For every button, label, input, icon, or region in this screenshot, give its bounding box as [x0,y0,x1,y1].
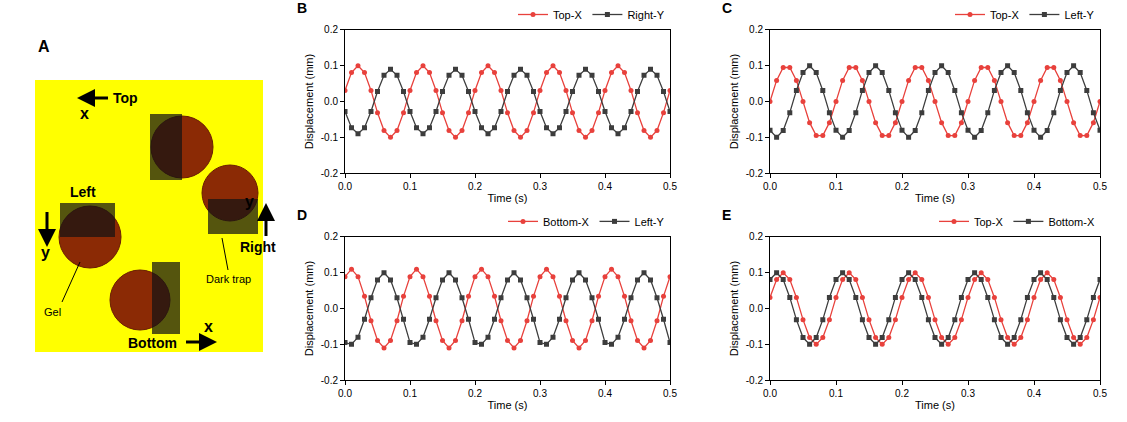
svg-text:x: x [204,318,213,335]
svg-text:0.0: 0.0 [763,181,777,192]
svg-text:y: y [41,244,50,261]
svg-text:Bottom: Bottom [128,335,177,351]
svg-text:Right-Y: Right-Y [627,9,664,21]
svg-text:-0.2: -0.2 [746,168,764,179]
svg-text:Time (s): Time (s) [488,399,528,411]
svg-text:0.3: 0.3 [961,388,975,399]
svg-text:Displacement (mm): Displacement (mm) [728,54,740,149]
svg-text:Bottom-X: Bottom-X [1048,216,1095,228]
svg-text:0.0: 0.0 [749,96,763,107]
svg-text:0.1: 0.1 [829,181,843,192]
svg-text:D: D [297,207,307,223]
svg-text:0.0: 0.0 [338,181,352,192]
svg-text:0.1: 0.1 [749,60,763,71]
svg-text:Left-Y: Left-Y [635,216,665,228]
svg-text:0.1: 0.1 [403,181,417,192]
svg-text:x: x [80,105,89,122]
svg-text:0.2: 0.2 [895,388,909,399]
svg-text:0.0: 0.0 [763,388,777,399]
svg-text:0.3: 0.3 [533,388,547,399]
svg-text:Left: Left [70,184,96,200]
svg-text:Time (s): Time (s) [488,192,528,204]
svg-text:-0.1: -0.1 [746,339,764,350]
svg-text:Displacement (mm): Displacement (mm) [303,261,315,356]
svg-text:0.2: 0.2 [749,231,763,242]
svg-text:0.1: 0.1 [324,60,338,71]
svg-text:-0.1: -0.1 [321,339,339,350]
svg-text:0.2: 0.2 [324,24,338,35]
svg-text:-0.2: -0.2 [321,375,339,386]
svg-text:0.0: 0.0 [749,303,763,314]
svg-text:0.2: 0.2 [468,388,482,399]
svg-text:Top-X: Top-X [553,9,582,21]
svg-text:0.5: 0.5 [1093,388,1107,399]
svg-text:-0.1: -0.1 [321,132,339,143]
svg-text:-0.2: -0.2 [746,375,764,386]
svg-text:Left-Y: Left-Y [1064,9,1094,21]
svg-text:A: A [38,38,50,55]
svg-text:0.0: 0.0 [324,96,338,107]
svg-text:0.2: 0.2 [895,181,909,192]
svg-text:C: C [722,0,732,16]
svg-text:0.4: 0.4 [1027,388,1041,399]
svg-text:Top-X: Top-X [974,216,1003,228]
svg-text:-0.2: -0.2 [321,168,339,179]
svg-text:0.1: 0.1 [749,267,763,278]
svg-text:Time (s): Time (s) [915,399,955,411]
svg-text:0.0: 0.0 [324,303,338,314]
svg-text:Displacement (mm): Displacement (mm) [303,54,315,149]
svg-text:0.2: 0.2 [324,231,338,242]
svg-text:0.5: 0.5 [663,181,677,192]
svg-text:0.0: 0.0 [338,388,352,399]
svg-text:Gel: Gel [44,306,61,318]
svg-text:Dark trap: Dark trap [206,273,251,285]
svg-text:Displacement (mm): Displacement (mm) [728,261,740,356]
svg-text:Top-X: Top-X [990,9,1019,21]
svg-text:0.1: 0.1 [403,388,417,399]
svg-text:Right: Right [240,239,276,255]
svg-text:0.1: 0.1 [324,267,338,278]
svg-text:0.4: 0.4 [598,181,612,192]
svg-text:Time (s): Time (s) [915,192,955,204]
svg-text:0.5: 0.5 [663,388,677,399]
svg-text:Top: Top [113,90,138,106]
svg-text:0.5: 0.5 [1093,181,1107,192]
svg-text:E: E [722,207,731,223]
svg-text:0.4: 0.4 [598,388,612,399]
svg-text:0.3: 0.3 [961,181,975,192]
svg-text:0.2: 0.2 [749,24,763,35]
svg-text:0.3: 0.3 [533,181,547,192]
svg-text:-0.1: -0.1 [746,132,764,143]
svg-text:0.4: 0.4 [1027,181,1041,192]
svg-text:Bottom-X: Bottom-X [543,216,590,228]
svg-text:0.2: 0.2 [468,181,482,192]
svg-text:0.1: 0.1 [829,388,843,399]
svg-text:B: B [297,0,307,16]
svg-text:y: y [245,193,254,210]
